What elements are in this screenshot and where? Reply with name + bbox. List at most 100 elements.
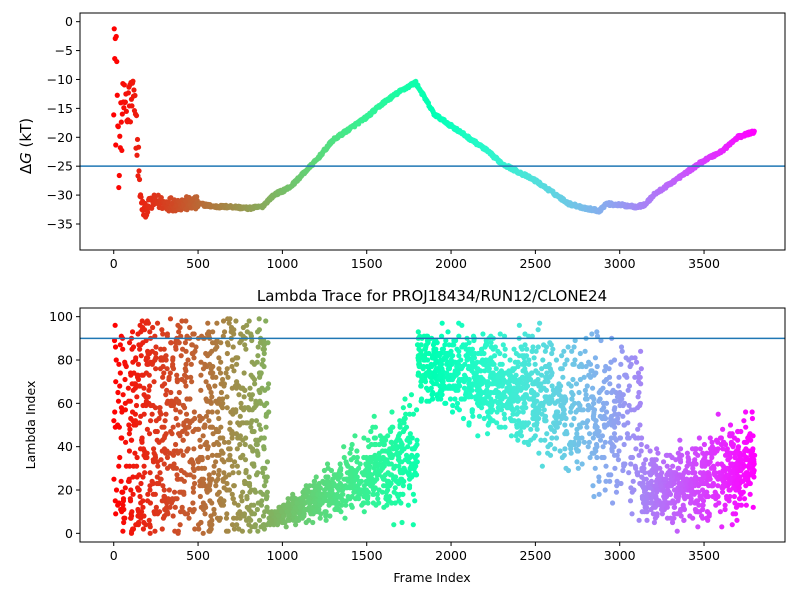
data-point — [459, 376, 465, 383]
data-point — [639, 474, 645, 480]
data-point — [720, 483, 726, 489]
data-point — [218, 381, 224, 387]
data-point — [121, 82, 127, 88]
data-point — [494, 409, 500, 415]
data-point — [732, 500, 738, 506]
data-point — [532, 361, 538, 367]
data-point — [692, 483, 698, 489]
data-point — [576, 422, 583, 428]
data-point — [448, 357, 454, 363]
data-point — [621, 441, 627, 448]
data-point — [117, 383, 123, 389]
data-point — [263, 318, 269, 324]
data-point — [261, 435, 267, 441]
data-point — [372, 463, 378, 469]
data-point — [256, 327, 262, 333]
data-point — [170, 513, 176, 519]
data-point — [190, 500, 196, 506]
data-point — [580, 407, 586, 413]
data-point — [170, 361, 176, 367]
data-point — [234, 463, 240, 469]
data-point — [584, 396, 590, 402]
data-point — [170, 465, 177, 471]
data-point — [696, 435, 702, 441]
data-point — [232, 383, 238, 389]
data-point — [585, 402, 591, 409]
data-point — [129, 329, 136, 335]
data-point — [596, 478, 602, 484]
data-point — [233, 355, 239, 361]
data-point — [445, 374, 451, 380]
data-point — [613, 398, 619, 404]
data-point — [113, 142, 119, 148]
data-point — [372, 485, 378, 491]
data-point — [388, 439, 394, 445]
data-point — [336, 487, 342, 493]
data-point — [534, 420, 540, 426]
data-point — [157, 366, 164, 372]
data-point — [592, 422, 599, 428]
data-point — [489, 402, 495, 409]
data-point — [138, 342, 144, 348]
data-point — [261, 350, 267, 357]
data-point — [226, 446, 232, 452]
data-point — [484, 409, 491, 415]
data-point — [186, 515, 192, 521]
data-point — [279, 509, 285, 515]
data-point — [147, 383, 153, 389]
data-point — [469, 409, 475, 415]
data-point — [533, 415, 539, 422]
data-point — [217, 370, 224, 376]
data-point — [456, 333, 462, 339]
data-point — [452, 396, 458, 402]
data-point — [190, 428, 196, 435]
data-point — [705, 476, 711, 482]
data-point — [183, 361, 189, 367]
data-point — [176, 389, 182, 396]
data-point — [614, 394, 621, 400]
data-point — [589, 385, 596, 391]
data-point — [439, 392, 445, 398]
data-point — [208, 526, 214, 532]
data-point — [542, 437, 548, 443]
x-tick-label: 3000 — [604, 256, 636, 271]
data-point — [162, 418, 168, 424]
data-point — [722, 502, 728, 508]
data-point — [429, 396, 436, 402]
data-point — [178, 476, 185, 482]
data-point — [507, 383, 513, 389]
data-point — [159, 327, 165, 333]
data-point — [487, 415, 493, 422]
data-point — [418, 398, 424, 404]
data-point — [637, 400, 643, 406]
data-point — [474, 387, 480, 393]
data-point — [694, 489, 700, 495]
data-point — [338, 472, 344, 478]
data-point — [202, 511, 208, 517]
data-point — [535, 376, 541, 383]
data-point — [618, 344, 625, 350]
data-point — [262, 509, 268, 515]
data-point — [692, 470, 698, 476]
data-point — [285, 502, 291, 508]
data-point — [602, 439, 608, 445]
data-point — [590, 483, 596, 489]
data-point — [144, 498, 151, 504]
data-point — [191, 409, 197, 415]
data-point — [361, 509, 367, 515]
data-point — [618, 361, 624, 367]
data-point — [743, 424, 749, 430]
data-point — [141, 519, 147, 526]
data-point — [112, 344, 119, 350]
data-point — [690, 515, 696, 521]
data-point — [319, 500, 325, 506]
data-point — [169, 431, 175, 437]
data-point — [370, 491, 376, 497]
data-point — [116, 424, 122, 430]
data-point — [415, 342, 421, 348]
data-point — [387, 426, 393, 432]
data-point — [615, 457, 622, 463]
data-point — [480, 331, 486, 337]
delta-g-y-axis-label: ΔG (kT) — [17, 118, 35, 174]
data-point — [136, 168, 142, 174]
